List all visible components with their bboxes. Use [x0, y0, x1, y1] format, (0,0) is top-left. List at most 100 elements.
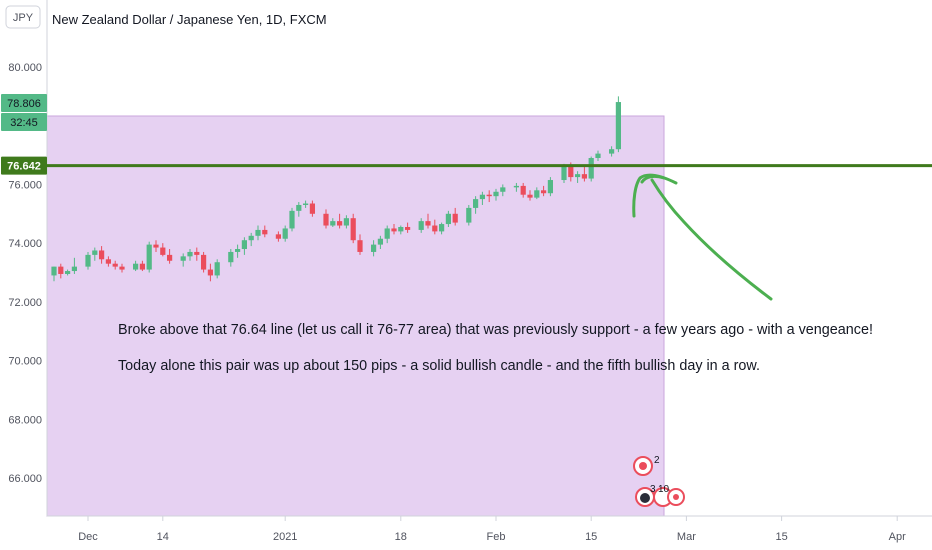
- candle-body: [350, 218, 356, 241]
- candle-body: [262, 229, 268, 235]
- candle-body: [575, 174, 581, 178]
- y-axis-ticks: 80.00078.00076.00074.00072.00070.00068.0…: [8, 62, 42, 485]
- highlight-rectangle[interactable]: [46, 115, 665, 517]
- candle-body: [139, 263, 145, 270]
- candle-body: [180, 256, 186, 261]
- candle-body: [615, 102, 621, 150]
- candle-body: [65, 271, 71, 274]
- candle-body: [167, 254, 173, 261]
- candle-body: [241, 240, 247, 250]
- candle-body: [146, 244, 152, 270]
- y-tick-label: 70.000: [8, 356, 42, 368]
- candle-body: [248, 235, 254, 241]
- line-price-value: 76.642: [7, 161, 41, 173]
- candle-body: [418, 221, 424, 230]
- candle-body: [595, 153, 601, 159]
- x-tick-label: 15: [585, 531, 597, 543]
- candle-body: [452, 213, 458, 223]
- candle-body: [439, 224, 445, 232]
- candle-body: [473, 199, 479, 208]
- candle-body: [235, 249, 241, 252]
- candle-body: [51, 266, 57, 276]
- annotation-line-1: Broke above that 76.64 line (let us call…: [118, 321, 873, 338]
- candle-body: [58, 266, 64, 274]
- candle-body: [282, 228, 288, 239]
- candle-body: [541, 190, 547, 194]
- candle-body: [425, 221, 431, 226]
- candle-body: [201, 254, 207, 270]
- candle-body: [493, 191, 499, 197]
- last-price-label: 78.806: [1, 94, 47, 112]
- candle-body: [547, 180, 553, 194]
- chart-title: New Zealand Dollar / Japanese Yen, 1D, F…: [52, 12, 327, 27]
- candle-body: [71, 266, 77, 272]
- candle-body: [527, 194, 533, 198]
- candle-body: [581, 174, 587, 179]
- candle-body: [534, 190, 540, 198]
- y-tick-label: 80.000: [8, 62, 42, 74]
- candle-body: [207, 269, 213, 276]
- candle-body: [160, 247, 166, 255]
- candle-body: [187, 251, 193, 257]
- candle-body: [398, 226, 404, 232]
- candle-body: [92, 250, 98, 255]
- flag-icon: [640, 493, 650, 503]
- x-tick-label: 18: [395, 531, 407, 543]
- annotation-line-2: Today alone this pair was up about 150 p…: [118, 357, 760, 374]
- x-tick-label: Apr: [889, 531, 906, 543]
- x-tick-label: Mar: [677, 531, 696, 543]
- countdown-label: 32:45: [1, 113, 47, 131]
- event-count-bottom: 3: [650, 484, 656, 495]
- candle-body: [432, 225, 438, 232]
- candle-body: [303, 203, 309, 205]
- candle-body: [214, 262, 220, 276]
- line-price-label: 76.642: [1, 156, 47, 175]
- y-tick-label: 72.000: [8, 297, 42, 309]
- candle-body: [561, 166, 567, 181]
- candle-body: [105, 259, 111, 264]
- y-tick-label: 66.000: [8, 473, 42, 485]
- candle-body: [153, 244, 159, 248]
- last-price-value: 78.806: [7, 98, 41, 110]
- candle-body: [520, 185, 526, 195]
- x-axis-ticks: Dec 14 2021 18 Feb 15 Mar 15 Apr: [78, 516, 906, 543]
- candle-body: [479, 194, 485, 200]
- candlestick-series: [51, 96, 621, 282]
- candle-body: [377, 238, 383, 245]
- candle-body: [309, 203, 315, 214]
- candle-body: [466, 207, 472, 223]
- candle-body: [275, 234, 281, 239]
- countdown-value: 32:45: [10, 117, 38, 129]
- x-tick-label: 14: [157, 531, 169, 543]
- candle-body: [323, 213, 329, 226]
- candle-body: [85, 254, 91, 267]
- candle-body: [513, 185, 519, 188]
- candle-body: [99, 250, 105, 260]
- freehand-hook-drawing[interactable]: [640, 174, 666, 184]
- x-tick-label: Dec: [78, 531, 98, 543]
- candle-body: [337, 221, 343, 226]
- event-marker-cluster[interactable]: 3 10: [635, 484, 685, 507]
- candle-body: [405, 226, 411, 230]
- y-tick-label: 74.000: [8, 238, 42, 250]
- currency-badge-text: JPY: [13, 12, 34, 24]
- candle-body: [289, 210, 295, 229]
- candle-body: [445, 213, 451, 225]
- candle-body: [112, 263, 118, 267]
- symbol-badge[interactable]: JPY: [5, 5, 41, 29]
- candle-body: [194, 251, 200, 255]
- candle-body: [486, 194, 492, 197]
- candle-body: [296, 204, 302, 211]
- candle-body: [357, 240, 363, 252]
- candle-body: [371, 244, 377, 252]
- y-tick-label: 76.000: [8, 179, 42, 191]
- candle-body: [568, 166, 574, 178]
- candle-body: [588, 158, 594, 179]
- candle-body: [119, 266, 125, 270]
- candle-body: [343, 218, 349, 226]
- candle-body: [330, 221, 336, 226]
- event-count-bottom-2: 10: [658, 484, 670, 495]
- event-marker-top[interactable]: 2: [633, 455, 660, 476]
- x-tick-label: 2021: [273, 531, 297, 543]
